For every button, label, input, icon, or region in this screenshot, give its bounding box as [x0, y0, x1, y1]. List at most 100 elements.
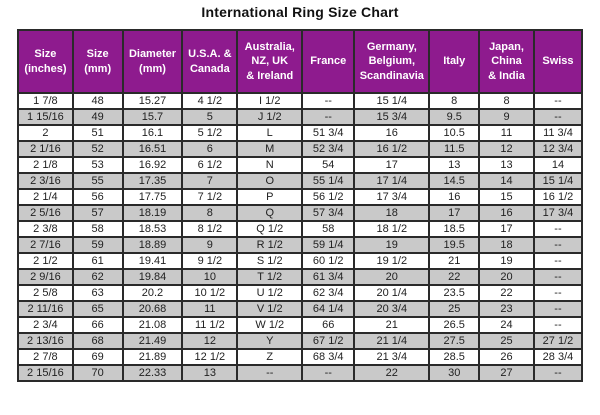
table-cell: 10.5	[428, 124, 481, 142]
table-cell: 1 15/16	[17, 108, 74, 126]
table-cell: 52	[71, 140, 124, 158]
table-cell: --	[532, 108, 584, 126]
table-cell: 2 7/16	[17, 236, 74, 254]
table-cell: 15.7	[121, 108, 184, 126]
table-row: 1 7/8 48 15.27 4 1/2 I 1/2 -- 15 1/4 8 8 --	[17, 92, 584, 110]
table-cell: 5	[181, 108, 239, 126]
table-cell: 8	[181, 204, 239, 222]
table-cell: 6 1/2	[181, 156, 239, 174]
table-cell: 18.5	[428, 220, 481, 238]
table-cell: --	[532, 220, 584, 238]
table-cell: 21 1/4	[353, 332, 431, 350]
table-cell: N	[236, 156, 304, 174]
column-header: Size (mm)	[71, 29, 124, 94]
table-cell: 1 7/8	[17, 92, 74, 110]
table-cell: 16 1/2	[353, 140, 431, 158]
table-header: Size (inches) Size (mm) Diameter (mm) U.S.A…	[17, 29, 584, 94]
table-cell: 60 1/2	[301, 252, 356, 270]
table-cell: W 1/2	[236, 316, 304, 334]
table-cell: 65	[71, 300, 124, 318]
table-cell: 17	[353, 156, 431, 174]
table-cell: 68 3/4	[301, 348, 356, 366]
table-cell: P	[236, 188, 304, 206]
table-cell: 7	[181, 172, 239, 190]
table-cell: 19	[353, 236, 431, 254]
table-cell: --	[532, 316, 584, 334]
table-cell: 12 3/4	[532, 140, 584, 158]
table-cell: 16	[428, 188, 481, 206]
table-cell: 16	[478, 204, 535, 222]
table-cell: --	[532, 92, 584, 110]
table-cell: L	[236, 124, 304, 142]
table-cell: 67 1/2	[301, 332, 356, 350]
table-cell: 2 13/16	[17, 332, 74, 350]
table-cell: T 1/2	[236, 268, 304, 286]
table-cell: --	[236, 364, 304, 382]
table-cell: 12 1/2	[181, 348, 239, 366]
table-row: 1 15/16 49 15.7 5 J 1/2 -- 15 3/4 9.5 9 --	[17, 108, 584, 126]
table-row: 2 9/16 62 19.84 10 T 1/2 61 3/4 20 22 20 --	[17, 268, 584, 286]
table-cell: 13	[478, 156, 535, 174]
column-header: Diameter (mm)	[121, 29, 184, 94]
table-row: 2 3/4 66 21.08 11 1/2 W 1/2 66 21 26.5 24 --	[17, 316, 584, 334]
table-cell: 10	[181, 268, 239, 286]
table-cell: 16 1/2	[532, 188, 584, 206]
table-cell: 21.49	[121, 332, 184, 350]
table-cell: 13	[181, 364, 239, 382]
table-row: 2 1/16 52 16.51 6 M 52 3/4 16 1/2 11.5 12 12 3/4	[17, 140, 584, 158]
table-cell: --	[532, 252, 584, 270]
table-cell: 58	[301, 220, 356, 238]
table-cell: 19	[478, 252, 535, 270]
column-header: Italy	[428, 29, 481, 94]
table-cell: 23.5	[428, 284, 481, 302]
table-cell: 8	[428, 92, 481, 110]
column-header: Japan, China & India	[478, 29, 535, 94]
table-cell: 5 1/2	[181, 124, 239, 142]
table-cell: 22	[353, 364, 431, 382]
table-cell: I 1/2	[236, 92, 304, 110]
table-cell: 18.53	[121, 220, 184, 238]
table-cell: 58	[71, 220, 124, 238]
table-cell: 53	[71, 156, 124, 174]
table-cell: 2 5/8	[17, 284, 74, 302]
table-cell: 2 1/16	[17, 140, 74, 158]
table-cell: 16	[353, 124, 431, 142]
table-cell: 9	[478, 108, 535, 126]
table-cell: 15 1/4	[353, 92, 431, 110]
table-cell: 25	[428, 300, 481, 318]
table-cell: J 1/2	[236, 108, 304, 126]
table-cell: 21	[428, 252, 481, 270]
table-cell: --	[532, 268, 584, 286]
table-cell: 19.5	[428, 236, 481, 254]
table-cell: 49	[71, 108, 124, 126]
header-row: Size (inches) Size (mm) Diameter (mm) U.S.A…	[17, 29, 584, 94]
table-cell: 14	[478, 172, 535, 190]
table-cell: 2 9/16	[17, 268, 74, 286]
table-cell: 2	[17, 124, 74, 142]
table-row: 2 1/8 53 16.92 6 1/2 N 54 17 13 13 14	[17, 156, 584, 174]
ring-size-table: Size (inches) Size (mm) Diameter (mm) U.S.A…	[17, 29, 584, 382]
table-cell: 18	[353, 204, 431, 222]
table-cell: 63	[71, 284, 124, 302]
table-cell: 52 3/4	[301, 140, 356, 158]
table-cell: 20.2	[121, 284, 184, 302]
table-cell: 20 1/4	[353, 284, 431, 302]
table-cell: 28 3/4	[532, 348, 584, 366]
table-cell: 21	[353, 316, 431, 334]
table-cell: 27.5	[428, 332, 481, 350]
table-cell: 61	[71, 252, 124, 270]
table-cell: 20	[478, 268, 535, 286]
table-row: 2 5/8 63 20.2 10 1/2 U 1/2 62 3/4 20 1/4 23.5 22…	[17, 284, 584, 302]
table-cell: S 1/2	[236, 252, 304, 270]
table-cell: Q	[236, 204, 304, 222]
table-cell: --	[532, 284, 584, 302]
table-cell: 70	[71, 364, 124, 382]
table-row: 2 3/16 55 17.35 7 O 55 1/4 17 1/4 14.5 14 15 1/4	[17, 172, 584, 190]
table-cell: 2 1/2	[17, 252, 74, 270]
table-cell: 54	[301, 156, 356, 174]
table-cell: 2 5/16	[17, 204, 74, 222]
table-cell: M	[236, 140, 304, 158]
table-cell: 27	[478, 364, 535, 382]
table-cell: --	[301, 108, 356, 126]
